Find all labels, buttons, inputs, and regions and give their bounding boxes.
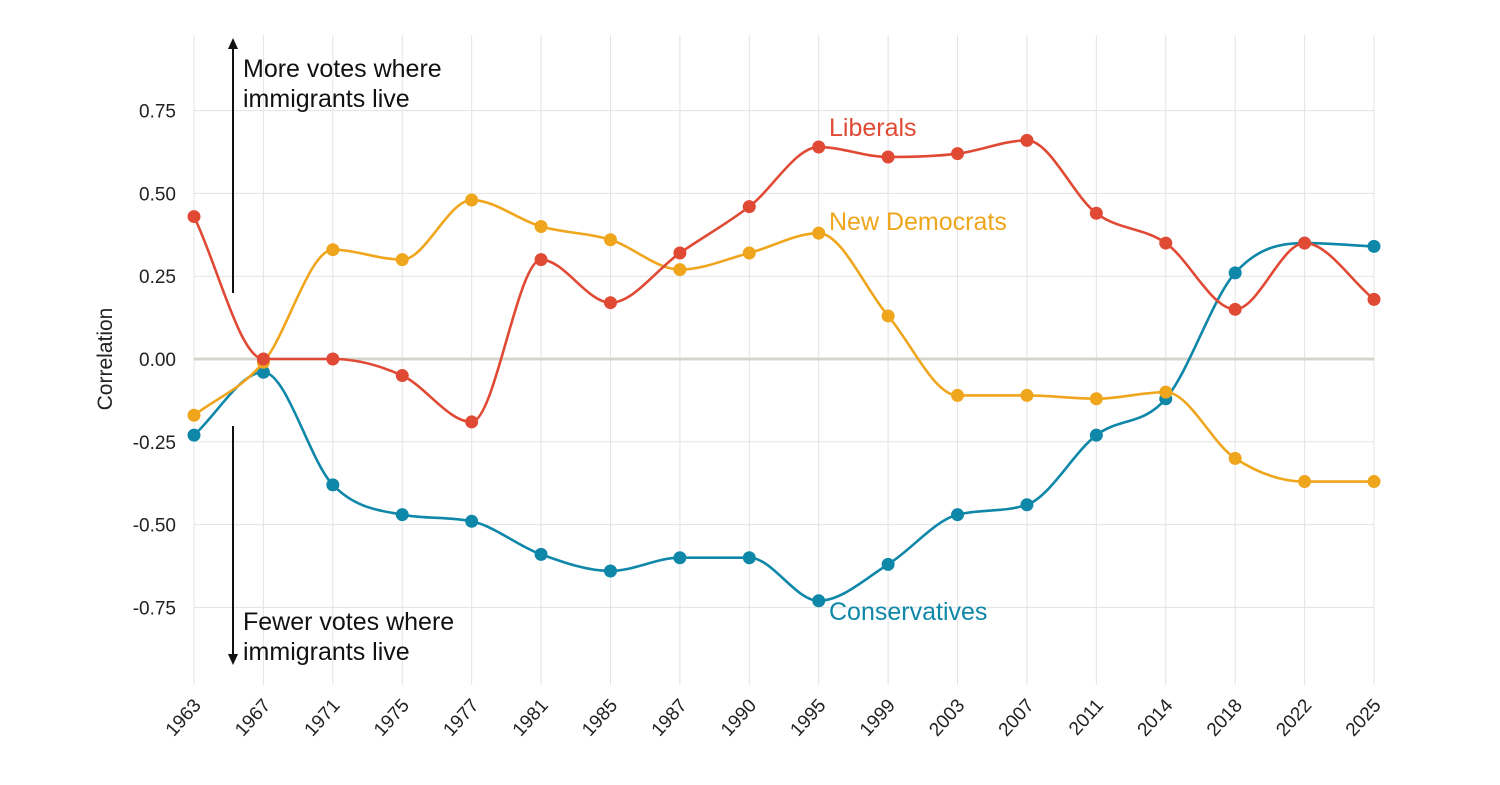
data-point-conservatives [187, 428, 201, 442]
data-point-new-democrats [187, 408, 201, 422]
data-point-conservatives [951, 508, 965, 522]
data-point-conservatives [881, 557, 895, 571]
annotation-up-line2: immigrants live [243, 85, 410, 113]
y-tick-label: -0.75 [133, 598, 176, 619]
data-point-liberals [1159, 236, 1173, 250]
x-tick-label: 1999 [856, 695, 900, 740]
data-point-conservatives [812, 594, 826, 608]
data-point-conservatives [1020, 498, 1034, 512]
y-tick-label: -0.25 [133, 433, 176, 454]
x-tick-label: 2011 [1065, 695, 1108, 739]
data-point-liberals [1298, 236, 1312, 250]
x-tick-label: 2025 [1342, 695, 1386, 740]
data-point-liberals [326, 352, 340, 366]
y-axis-title: Correlation [94, 308, 117, 411]
data-point-liberals [187, 210, 201, 224]
x-tick-label: 1977 [439, 695, 483, 740]
x-tick-label: 1971 [301, 695, 345, 740]
x-tick-label: 1990 [717, 695, 761, 740]
data-point-liberals [465, 415, 479, 429]
x-tick-label: 1995 [787, 695, 831, 740]
data-point-conservatives [742, 551, 756, 565]
data-point-new-democrats [742, 246, 756, 260]
data-point-conservatives [256, 365, 270, 379]
data-point-liberals [534, 253, 548, 267]
x-tick-label: 1963 [162, 695, 206, 740]
y-tick-label: 0.75 [139, 102, 176, 123]
data-point-conservatives [673, 551, 687, 565]
series-line-liberals [192, 139, 1375, 424]
data-point-liberals [673, 246, 687, 260]
data-point-liberals [1228, 302, 1242, 316]
annotation-up-line1: More votes where [243, 55, 442, 83]
data-point-new-democrats [1228, 451, 1242, 465]
data-point-new-democrats [812, 226, 826, 240]
data-point-new-democrats [1367, 475, 1381, 489]
data-point-liberals [742, 200, 756, 214]
data-point-liberals [1367, 292, 1381, 306]
y-tick-label: 0.50 [139, 184, 176, 205]
data-point-conservatives [1367, 239, 1381, 253]
data-point-liberals [1089, 206, 1103, 220]
y-tick-label: 0.00 [139, 350, 176, 371]
data-point-liberals [812, 140, 826, 154]
x-tick-label: 1985 [578, 695, 622, 740]
annotation-down-line2: immigrants live [243, 638, 410, 666]
data-point-liberals [395, 369, 409, 383]
data-point-new-democrats [673, 263, 687, 277]
data-point-conservatives [465, 514, 479, 528]
y-tick-label: -0.50 [133, 516, 176, 537]
x-tick-label: 1987 [648, 695, 692, 740]
data-point-new-democrats [465, 193, 479, 207]
data-point-liberals [603, 296, 617, 310]
annotation-down-line1: Fewer votes where [243, 608, 454, 636]
data-point-new-democrats [1089, 392, 1103, 406]
x-tick-label: 2003 [925, 695, 969, 740]
series-label-conservatives: Conservatives [829, 598, 987, 626]
data-point-new-democrats [881, 309, 895, 323]
x-tick-label: 1981 [509, 695, 553, 740]
data-point-new-democrats [326, 243, 340, 257]
data-point-liberals [1020, 133, 1034, 147]
series-label-liberals: Liberals [829, 114, 917, 142]
data-point-liberals [951, 147, 965, 161]
down-arrow-head [228, 654, 238, 665]
data-point-conservatives [1228, 266, 1242, 280]
x-tick-label: 1975 [370, 695, 414, 740]
data-point-new-democrats [951, 388, 965, 402]
x-tick-label: 2007 [995, 695, 1039, 740]
series-labels: Liberals New Democrats Conservatives [829, 114, 1007, 626]
x-tick-label: 2014 [1134, 695, 1178, 741]
series-label-new-democrats: New Democrats [829, 208, 1007, 236]
data-point-new-democrats [603, 233, 617, 247]
series-liberals [187, 133, 1381, 429]
series-lines [187, 133, 1381, 608]
annotations: More votes where immigrants live Fewer v… [228, 38, 454, 666]
data-point-liberals [256, 352, 270, 366]
y-tick-label: 0.25 [139, 267, 176, 288]
data-point-liberals [881, 150, 895, 164]
data-point-new-democrats [395, 253, 409, 267]
data-point-conservatives [1089, 428, 1103, 442]
up-arrow-head [228, 38, 238, 49]
series-new-democrats [187, 193, 1381, 489]
data-point-conservatives [603, 564, 617, 578]
data-point-new-democrats [1159, 385, 1173, 399]
data-point-new-democrats [1020, 388, 1034, 402]
x-tick-label: 2018 [1203, 695, 1247, 740]
series-line-conservatives [193, 241, 1375, 603]
x-tick-label: 2022 [1272, 695, 1316, 740]
data-point-conservatives [395, 508, 409, 522]
data-point-new-democrats [1298, 475, 1312, 489]
data-point-conservatives [326, 478, 340, 492]
data-point-conservatives [534, 547, 548, 561]
data-point-new-democrats [534, 220, 548, 234]
x-tick-label: 1967 [231, 695, 275, 740]
grid [193, 35, 1375, 685]
